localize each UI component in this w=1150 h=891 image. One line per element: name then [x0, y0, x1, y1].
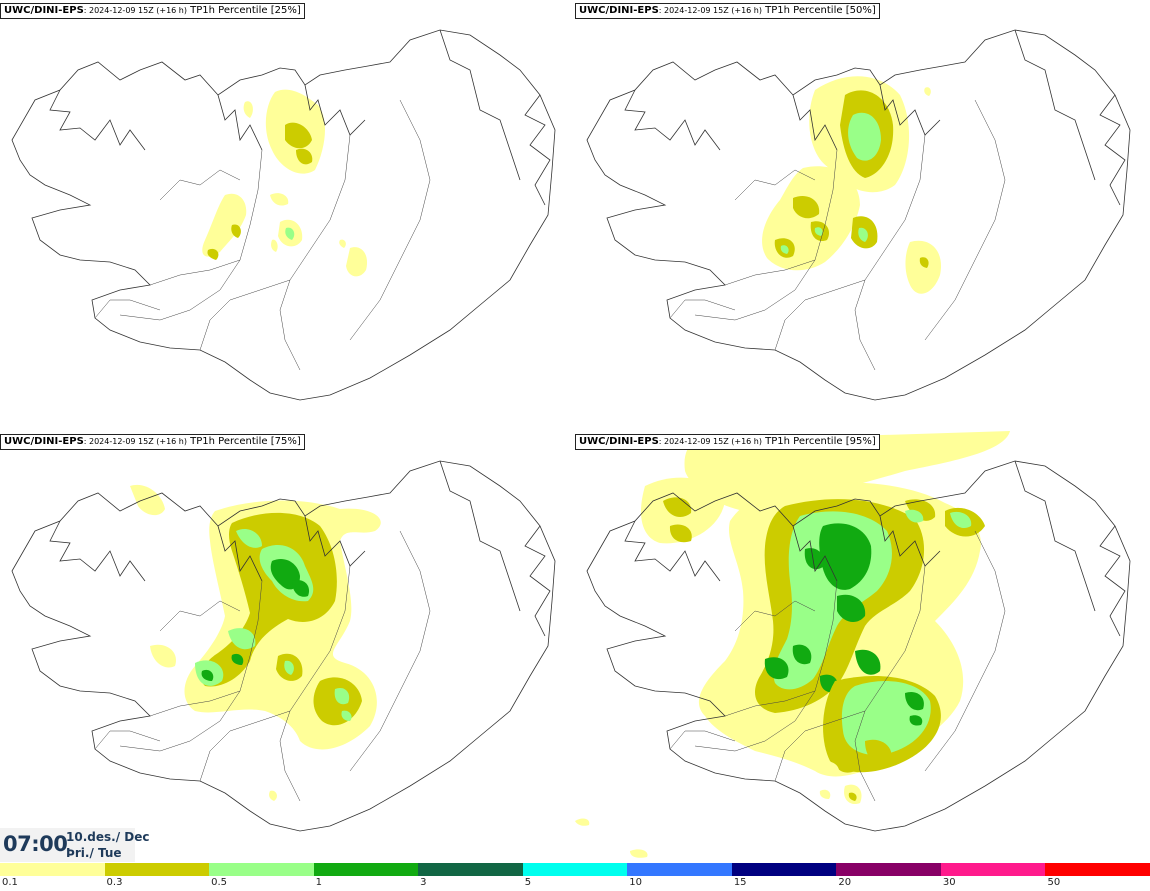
model-name: UWC/DINI-EPS: [4, 5, 84, 16]
field-name: TP1h Percentile [50%]: [761, 5, 876, 16]
legend-tick-label: 3: [420, 877, 427, 888]
model-name: UWC/DINI-EPS: [579, 436, 659, 447]
map-panel-p25: UWC/DINI-EPS: 2024-12-09 15Z (+16 h) TP1…: [0, 0, 575, 430]
panel-title: UWC/DINI-EPS: 2024-12-09 15Z (+16 h) TP1…: [575, 434, 880, 450]
precip-layer: [202, 89, 368, 277]
legend-swatch: [418, 863, 524, 876]
legend-swatch: [940, 863, 1046, 876]
iceland-map-p50: [586, 29, 1131, 401]
color-legend: 0.1 0.3 0.5 1 3 5 10 15 20 30 50: [0, 863, 1150, 891]
model-name: UWC/DINI-EPS: [579, 5, 659, 16]
legend-swatch: [1045, 863, 1150, 876]
internal-lines: [94, 99, 431, 371]
map-panel-p75: UWC/DINI-EPS: 2024-12-09 15Z (+16 h) TP1…: [0, 431, 575, 861]
field-name: TP1h Percentile [75%]: [186, 436, 301, 447]
legend-tick-label: 0.3: [106, 877, 123, 888]
valid-time: 07:00: [3, 832, 68, 856]
panel-title: UWC/DINI-EPS: 2024-12-09 15Z (+16 h) TP1…: [575, 3, 880, 19]
legend-swatch: [209, 863, 315, 876]
internal-lines: [669, 99, 1006, 371]
model-name: UWC/DINI-EPS: [4, 436, 84, 447]
legend-swatch: [836, 863, 942, 876]
run-info: : 2024-12-09 15Z (+16 h): [658, 6, 762, 15]
panel-title: UWC/DINI-EPS: 2024-12-09 15Z (+16 h) TP1…: [0, 3, 305, 19]
legend-swatch: [313, 863, 419, 876]
map-panel-p50: UWC/DINI-EPS: 2024-12-09 15Z (+16 h) TP1…: [575, 0, 1150, 430]
legend-tick-label: 5: [524, 877, 532, 888]
precip-layer: [575, 431, 1010, 858]
legend-tick-label: 1: [315, 877, 322, 888]
valid-weekday: Þri./ Tue: [66, 846, 122, 860]
legend-swatch: [0, 863, 106, 876]
legend-tick-label: 50: [1047, 877, 1061, 888]
legend-tick-label: 30: [942, 877, 956, 888]
coastline: [11, 460, 556, 832]
run-info: : 2024-12-09 15Z (+16 h): [83, 437, 187, 446]
run-info: : 2024-12-09 15Z (+16 h): [658, 437, 762, 446]
legend-tick-label: 15: [733, 877, 747, 888]
legend-swatch: [522, 863, 628, 876]
coastline: [11, 29, 556, 401]
coastline: [586, 460, 1131, 832]
field-name: TP1h Percentile [95%]: [761, 436, 876, 447]
valid-time-box: [0, 828, 135, 862]
precip-layer: [762, 76, 942, 294]
field-name: TP1h Percentile [25%]: [186, 5, 301, 16]
legend-swatch: [627, 863, 733, 876]
run-info: : 2024-12-09 15Z (+16 h): [83, 6, 187, 15]
iceland-map-p95: [575, 431, 1131, 858]
legend-tick-label: 0.5: [211, 877, 227, 888]
panel-title: UWC/DINI-EPS: 2024-12-09 15Z (+16 h) TP1…: [0, 434, 305, 450]
iceland-map-p75: [11, 460, 556, 832]
legend-swatch: [104, 863, 210, 876]
map-panel-p95: UWC/DINI-EPS: 2024-12-09 15Z (+16 h) TP1…: [575, 431, 1150, 861]
legend-swatch: [731, 863, 837, 876]
legend-tick-label: 20: [838, 877, 852, 888]
coastline: [586, 29, 1131, 401]
legend-tick-label: 0.1: [2, 877, 18, 888]
valid-date: 10.des./ Dec: [66, 830, 150, 844]
internal-lines: [94, 530, 431, 802]
precip-layer: [130, 484, 381, 801]
legend-tick-label: 10: [629, 877, 642, 888]
internal-lines: [669, 530, 1006, 802]
iceland-map-p25: [11, 29, 556, 401]
